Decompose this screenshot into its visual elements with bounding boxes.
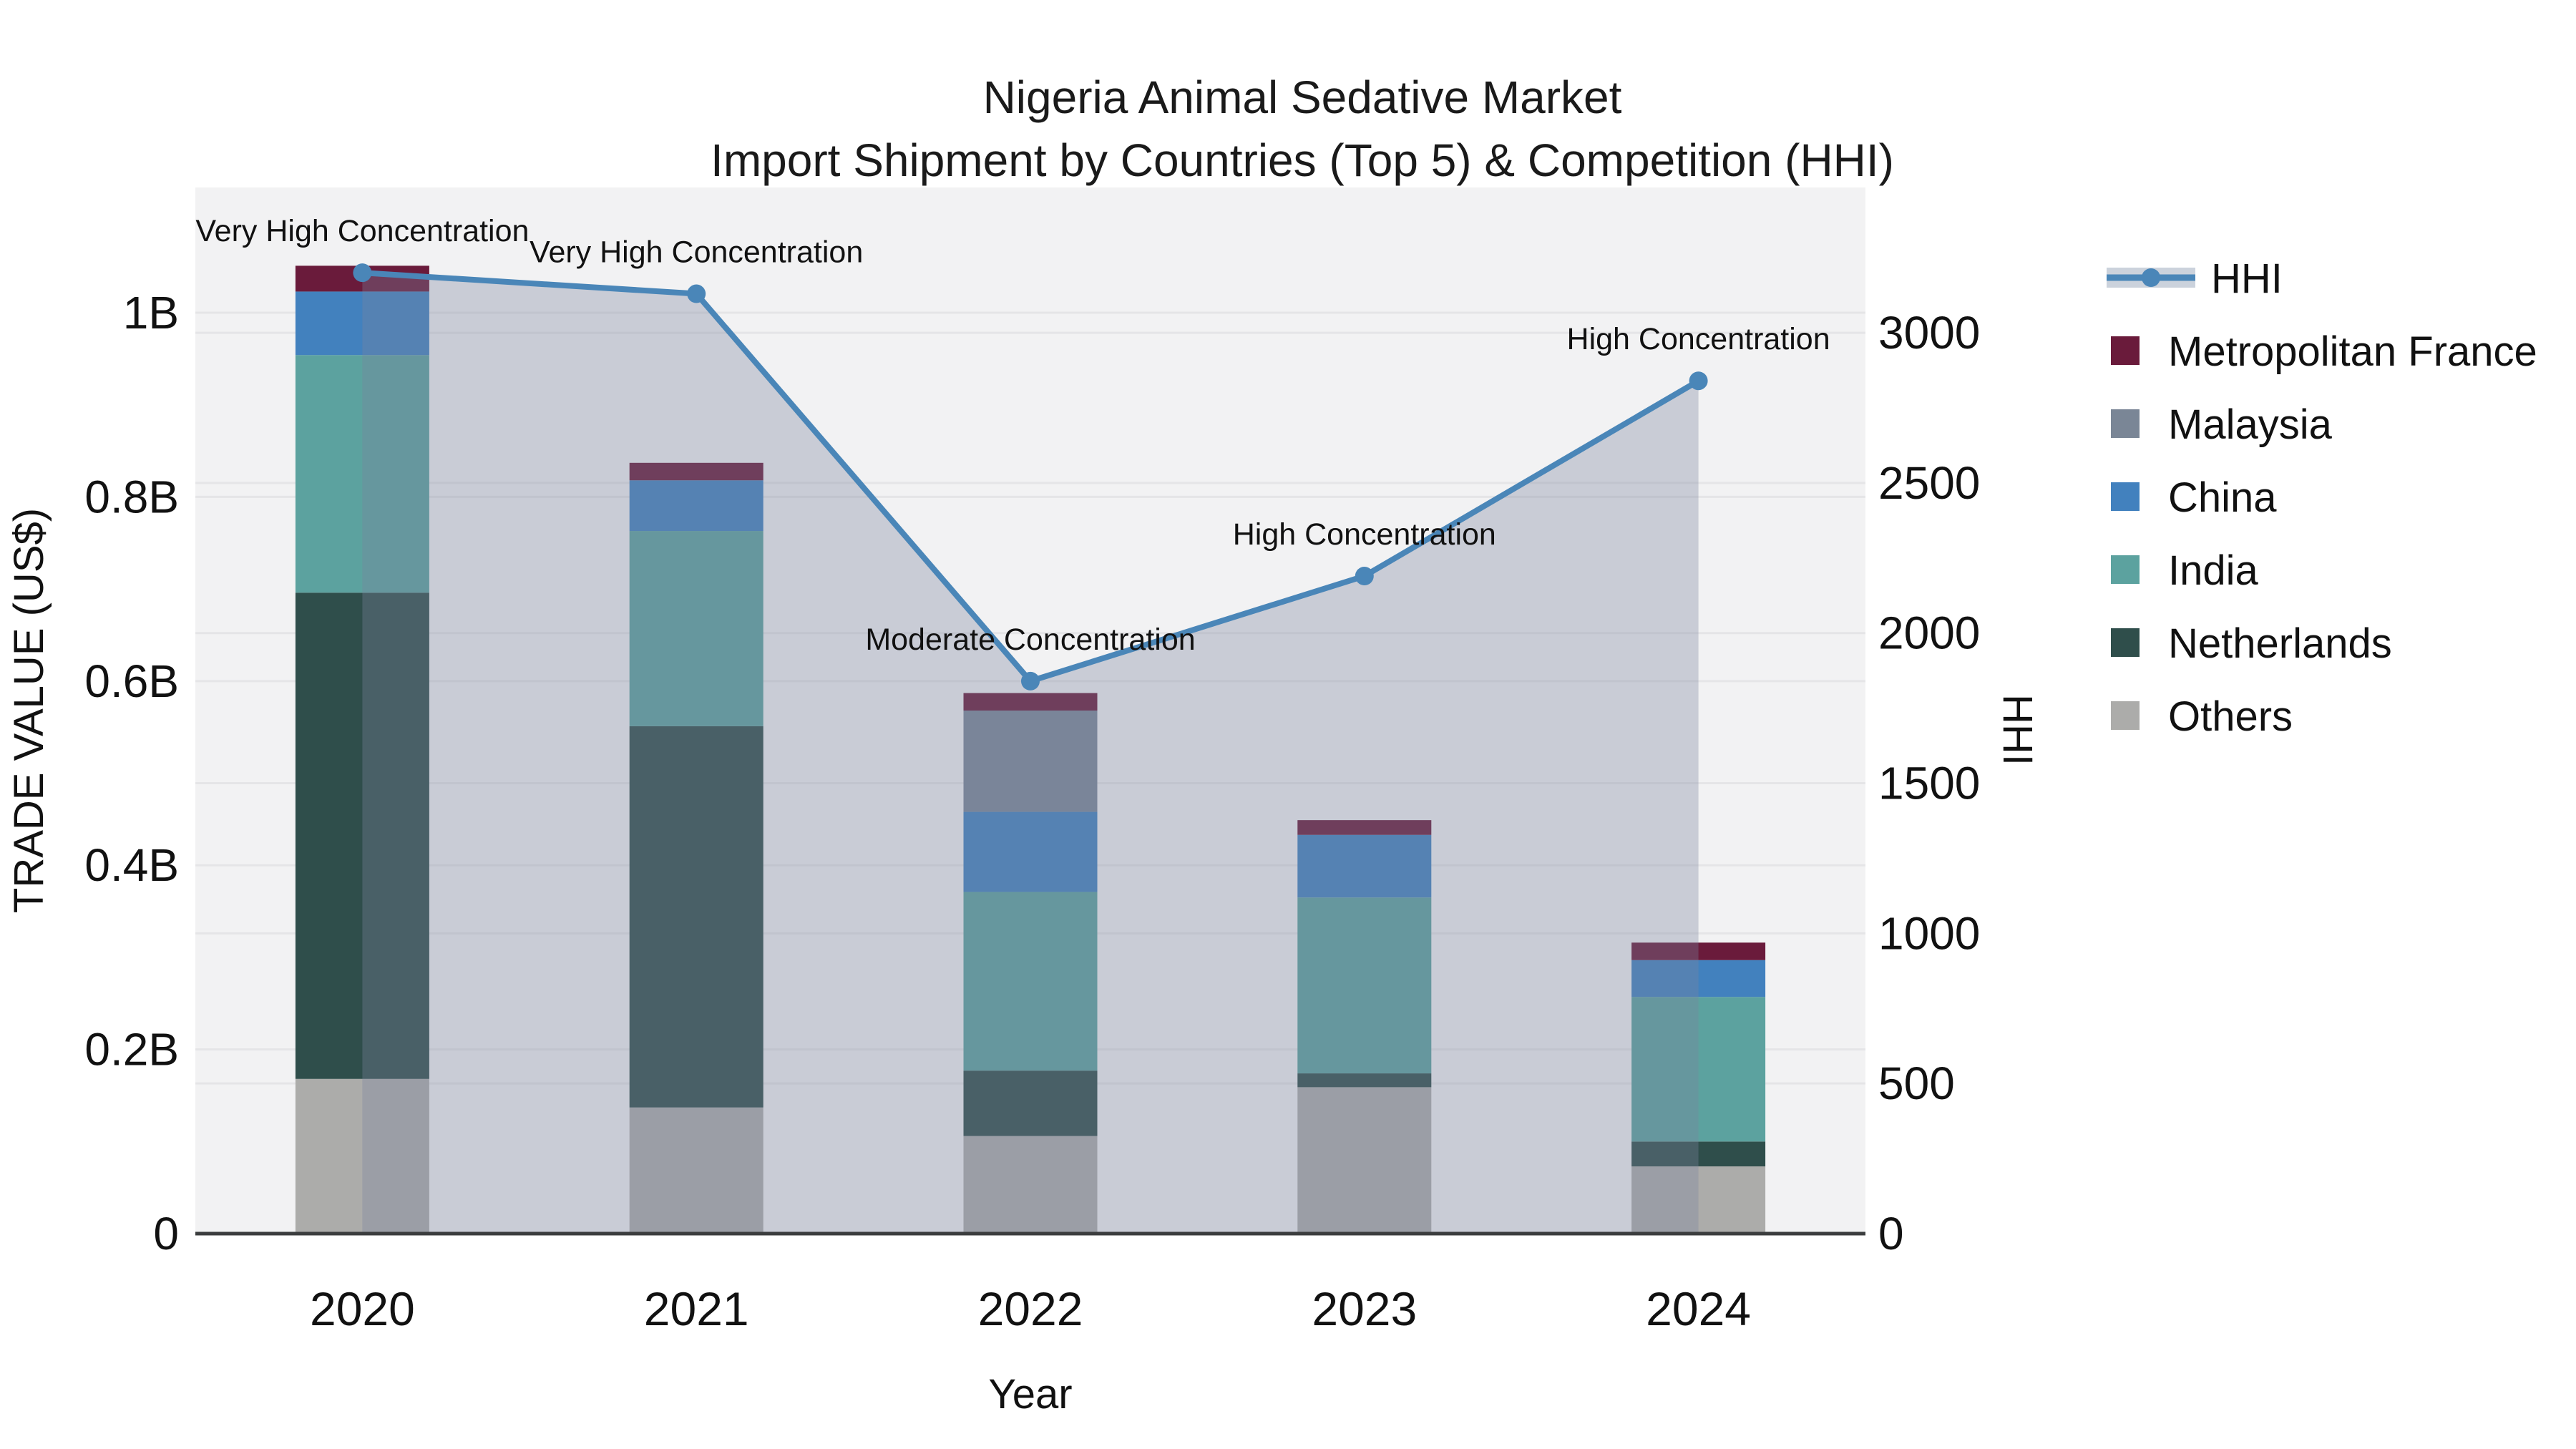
chart-title-line1: Nigeria Animal Sedative Market (983, 72, 1622, 123)
bar-segment[interactable] (629, 480, 763, 532)
bar-segment[interactable] (629, 531, 763, 726)
legend-color-swatch (2111, 701, 2140, 730)
left-tick-label: 0.4B (84, 839, 179, 891)
legend-label: Metropolitan France (2168, 328, 2537, 375)
x-tick-label: 2024 (1646, 1282, 1751, 1335)
bar-segment[interactable] (963, 1070, 1098, 1136)
x-tick-label: 2023 (1312, 1282, 1417, 1335)
hhi-marker[interactable] (1021, 671, 1040, 691)
left-axis-ticks: 0 0.2B 0.4B 0.6B 0.8B 1B (84, 287, 179, 1259)
bar-segment[interactable] (295, 291, 429, 356)
right-axis-title: HHI (1994, 694, 2041, 766)
concentration-annotation: Moderate Concentration (865, 623, 1195, 657)
right-tick-label: 1500 (1878, 758, 1980, 809)
x-tick-label: 2021 (644, 1282, 749, 1335)
right-tick-label: 500 (1878, 1058, 1955, 1109)
bar-segment[interactable] (295, 1078, 429, 1234)
chart-title-line2: Import Shipment by Countries (Top 5) & C… (711, 135, 1894, 186)
legend-color-swatch (2111, 555, 2140, 584)
legend-color-swatch (2111, 336, 2140, 365)
hhi-markers (353, 263, 1708, 691)
concentration-annotation: Very High Concentration (530, 235, 863, 270)
legend-color-swatch (2111, 482, 2140, 511)
bar-segment[interactable] (1631, 997, 1766, 1142)
legend-label-hhi: HHI (2211, 255, 2283, 302)
bar-segment[interactable] (963, 1136, 1098, 1234)
hhi-marker[interactable] (687, 284, 706, 303)
left-axis-title: TRADE VALUE (US$) (6, 508, 52, 913)
bar-segment[interactable] (1631, 960, 1766, 997)
right-tick-label: 2000 (1878, 608, 1980, 659)
legend-item[interactable]: Metropolitan France (2111, 328, 2537, 375)
x-axis-title: Year (988, 1371, 1072, 1418)
bar-segment[interactable] (1631, 1141, 1766, 1167)
bar-segment[interactable] (1297, 1087, 1432, 1234)
left-tick-label: 1B (123, 287, 179, 338)
hhi-marker[interactable] (1689, 371, 1708, 391)
bar-segment[interactable] (629, 726, 763, 1108)
right-tick-label: 3000 (1878, 307, 1980, 358)
x-tick-label: 2022 (978, 1282, 1083, 1335)
bars (295, 265, 1766, 1234)
legend-color-swatch (2111, 409, 2140, 438)
bar-segment[interactable] (295, 592, 429, 1079)
legend-label: India (2168, 547, 2259, 594)
bar-segment[interactable] (1297, 820, 1432, 835)
left-tick-label: 0.2B (84, 1024, 179, 1075)
x-tick-label: 2020 (310, 1282, 415, 1335)
legend-item-hhi[interactable]: HHI (2107, 255, 2283, 302)
bar-segment[interactable] (1631, 1166, 1766, 1234)
legend-item[interactable]: India (2111, 547, 2259, 594)
left-tick-label: 0.8B (84, 471, 179, 522)
legend-label: Malaysia (2168, 401, 2333, 448)
hhi-marker[interactable] (353, 263, 372, 283)
concentration-annotation: Very High Concentration (195, 214, 529, 248)
left-tick-label: 0 (153, 1208, 179, 1259)
bar-segment[interactable] (629, 1107, 763, 1234)
hhi-marker[interactable] (1355, 567, 1374, 586)
legend-item[interactable]: Malaysia (2111, 401, 2333, 448)
legend-label: China (2168, 474, 2277, 521)
bar-segment[interactable] (1297, 897, 1432, 1074)
bar-segment[interactable] (295, 355, 429, 593)
bar-segment[interactable] (1631, 942, 1766, 960)
bar-segment[interactable] (1297, 1073, 1432, 1088)
legend-label: Others (2168, 693, 2293, 740)
legend-label: Netherlands (2168, 620, 2392, 667)
right-tick-label: 2500 (1878, 457, 1980, 509)
left-tick-label: 0.6B (84, 655, 179, 707)
legend-item[interactable]: China (2111, 474, 2277, 521)
concentration-annotation: High Concentration (1567, 322, 1830, 356)
bar-segment[interactable] (963, 892, 1098, 1071)
hhi-area-fill (362, 273, 1699, 1234)
legend-item[interactable]: Others (2111, 693, 2293, 740)
legend-item[interactable]: Netherlands (2111, 620, 2392, 667)
bar-segment[interactable] (963, 693, 1098, 711)
concentration-annotation: High Concentration (1233, 517, 1496, 552)
right-tick-label: 1000 (1878, 907, 1980, 959)
legend: HHI Metropolitan France Malaysia China India… (2107, 255, 2537, 740)
right-tick-label: 0 (1878, 1208, 1904, 1259)
legend-color-swatch (2111, 628, 2140, 657)
legend-hhi-marker-icon (2142, 268, 2160, 287)
bar-segment[interactable] (1297, 834, 1432, 898)
right-axis-ticks: 0 500 1000 1500 2000 2500 3000 (1878, 307, 1980, 1259)
bar-segment[interactable] (629, 462, 763, 481)
x-axis-ticks: 2020 2021 2022 2023 2024 (310, 1282, 1751, 1335)
bar-segment[interactable] (963, 811, 1098, 892)
bar-segment[interactable] (963, 711, 1098, 812)
